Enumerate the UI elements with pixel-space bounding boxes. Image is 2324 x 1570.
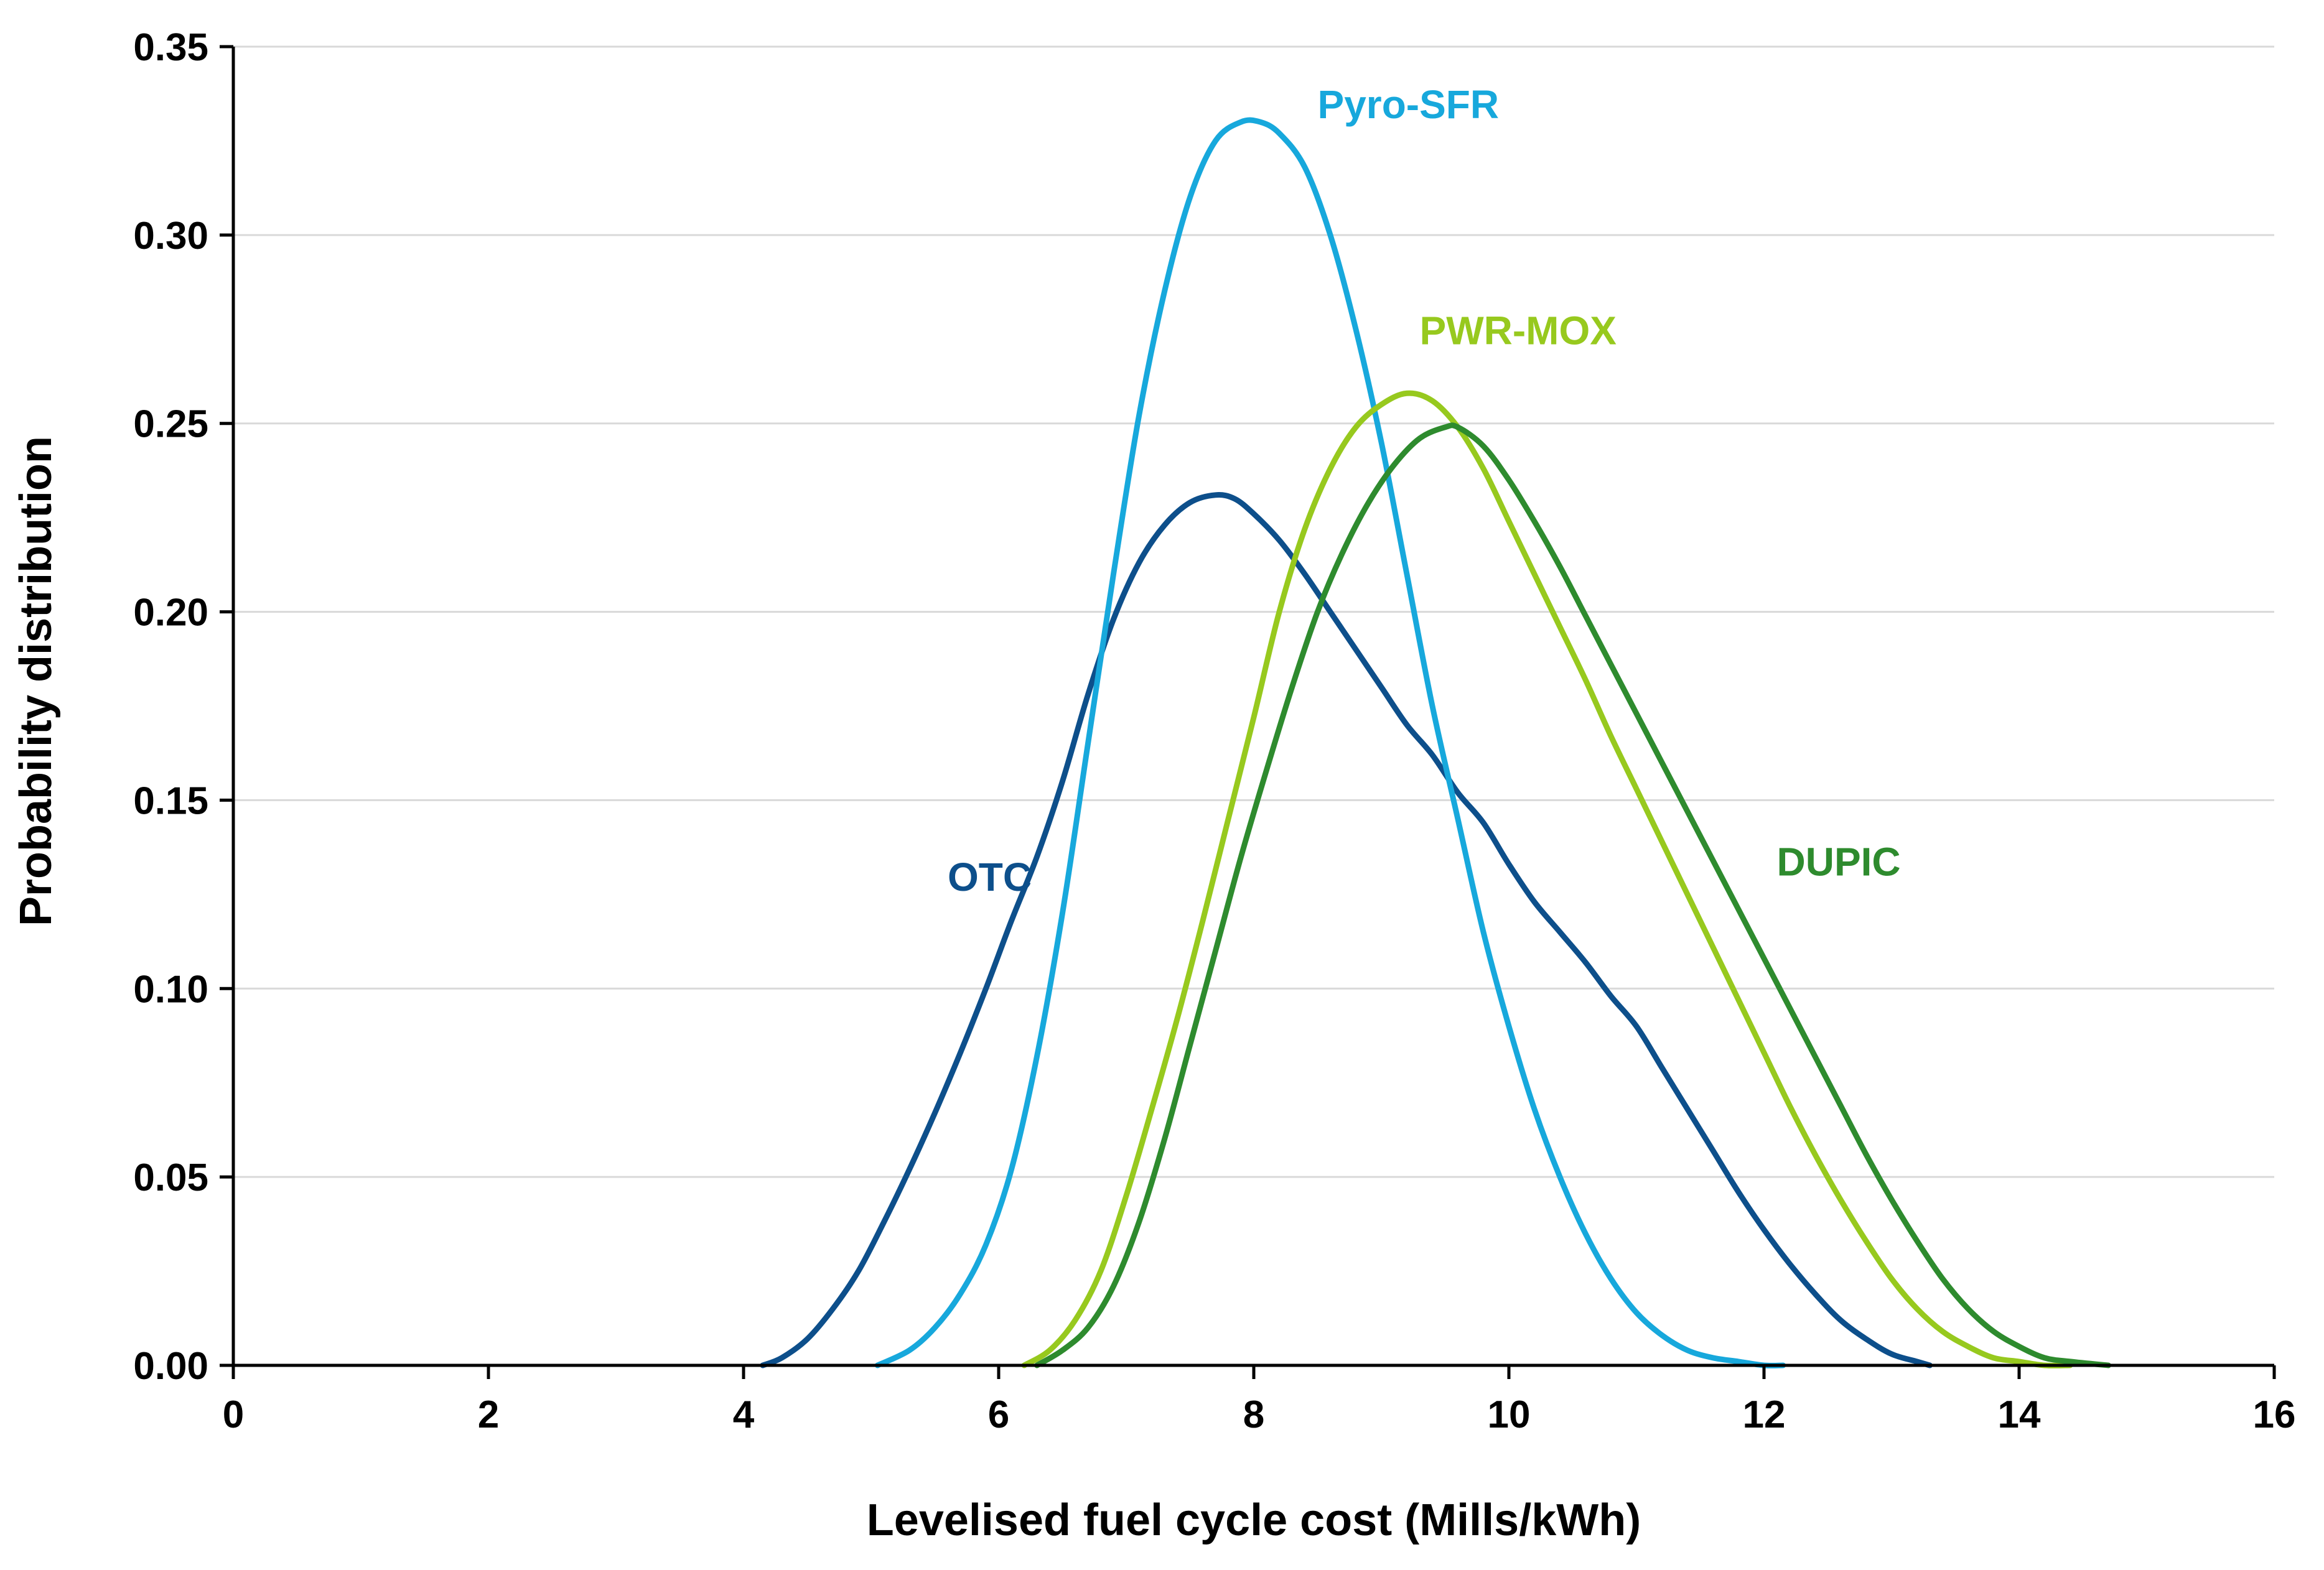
x-tick-label-6: 12 [1743, 1393, 1786, 1436]
series-label-pyro-sfr: Pyro-SFR [1318, 82, 1500, 127]
axes [220, 45, 2276, 1379]
y-axis-title: Probability distribution [11, 436, 61, 926]
tick-labels: 0.00 0.05 0.10 0.15 0.20 0.25 0.30 0.35 0 2 4 6 8 10 1… [133, 26, 2295, 1436]
x-tick-label-7: 14 [1998, 1393, 2041, 1436]
y-tick-label-2: 0.10 [133, 968, 208, 1011]
y-tick-label-7: 0.35 [133, 26, 208, 69]
gridlines [233, 45, 2274, 1178]
x-tick-label-3: 6 [988, 1393, 1009, 1436]
series-line-otc [760, 492, 1933, 1368]
series-layer [760, 117, 2111, 1368]
x-tick-label-8: 16 [2253, 1393, 2296, 1436]
x-tick-label-2: 4 [733, 1393, 755, 1436]
series-line-pwr-mox [1021, 390, 2073, 1368]
x-tick-label-4: 8 [1243, 1393, 1264, 1436]
x-axis-title: Levelised fuel cycle cost (Mills/kWh) [867, 1495, 1641, 1545]
series-labels: OTC Pyro-SFR PWR-MOX DUPIC [948, 82, 1901, 899]
series-label-pwr-mox: PWR-MOX [1420, 309, 1617, 353]
series-line-pyro-sfr [874, 117, 1786, 1368]
x-tick-label-5: 10 [1488, 1393, 1531, 1436]
y-tick-label-5: 0.25 [133, 403, 208, 446]
y-tick-label-4: 0.20 [133, 592, 208, 634]
x-tick-label-1: 2 [478, 1393, 499, 1436]
y-tick-label-1: 0.05 [133, 1156, 208, 1199]
y-tick-label-3: 0.15 [133, 779, 208, 822]
y-tick-label-6: 0.30 [133, 215, 208, 258]
series-line-dupic [1034, 422, 2111, 1368]
series-label-dupic: DUPIC [1777, 840, 1901, 885]
x-tick-label-0: 0 [223, 1393, 244, 1436]
y-tick-label-0: 0.00 [133, 1345, 208, 1388]
series-label-otc: OTC [948, 855, 1032, 899]
